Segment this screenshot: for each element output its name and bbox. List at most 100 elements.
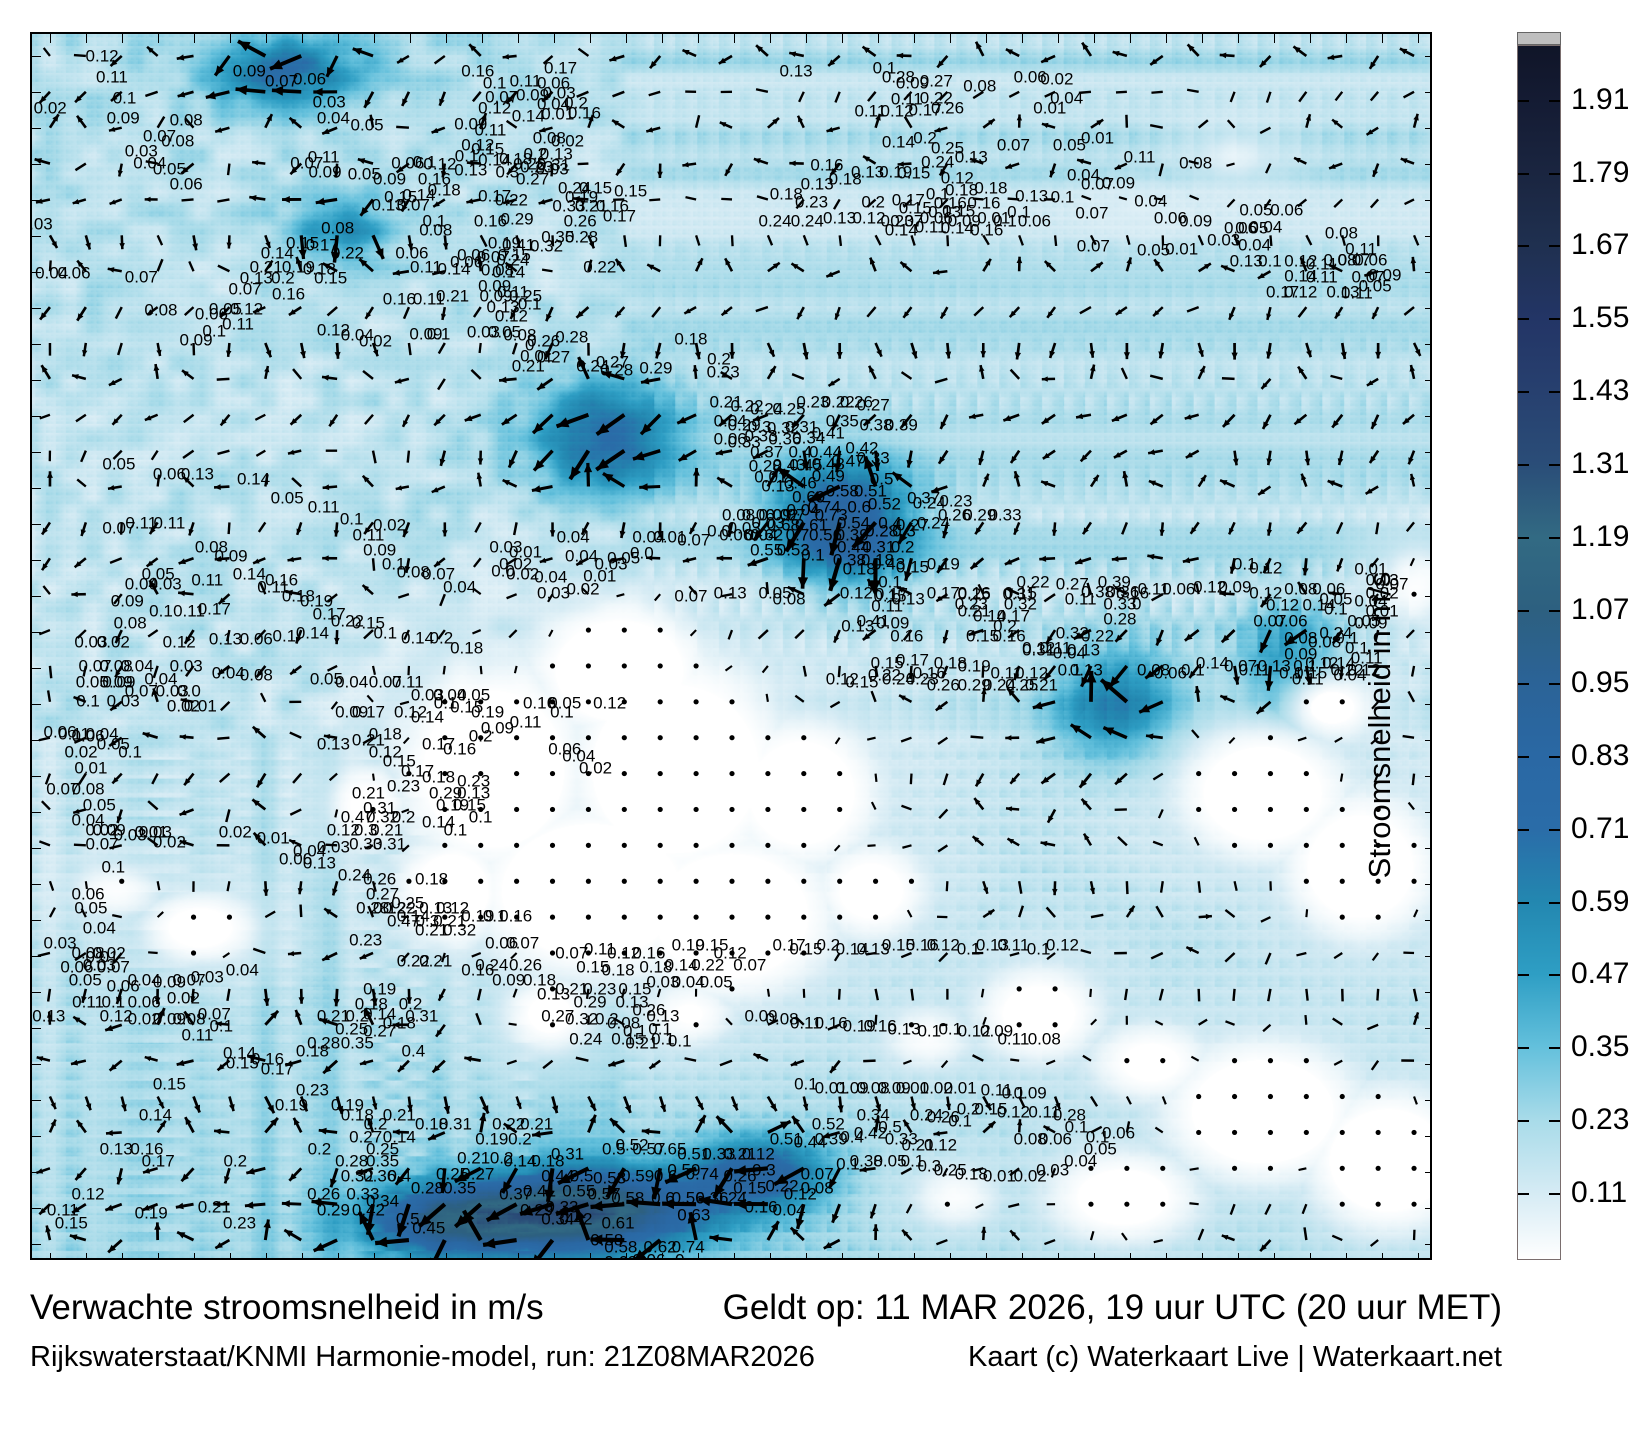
- colorbar-tick-label: 0.95: [1571, 665, 1630, 699]
- current-arrow-shaft: [184, 117, 195, 129]
- axis-tick-horizontal: [518, 1253, 519, 1258]
- speed-value-label: 0.11: [391, 672, 424, 692]
- current-arrow-head: [1257, 272, 1265, 279]
- current-arrow-head: [725, 169, 731, 176]
- speed-value-label: 0.26: [926, 675, 960, 695]
- speed-value-label: 0.07: [1075, 203, 1109, 223]
- speed-value-label: 0.12: [996, 1102, 1030, 1122]
- axis-tick-horizontal: [842, 1253, 843, 1258]
- axis-tick-horizontal: [1238, 34, 1239, 43]
- axis-tick-vertical: [1425, 596, 1430, 597]
- current-arrow-head: [360, 206, 369, 216]
- current-arrow-shaft: [866, 198, 877, 208]
- axis-tick-vertical: [1425, 1208, 1430, 1209]
- speed-value-label: 0.08: [239, 665, 273, 685]
- current-arrow-head: [753, 158, 761, 164]
- colorbar-tick-right: [1549, 974, 1560, 977]
- axis-tick-horizontal: [554, 1253, 555, 1258]
- colorbar-tick-right: [1549, 1193, 1560, 1196]
- current-arrow-head: [1096, 119, 1104, 126]
- axis-tick-vertical: [32, 848, 41, 849]
- axis-tick-horizontal: [1418, 1253, 1419, 1258]
- speed-value-label: 0.11: [1064, 589, 1097, 609]
- figure-title: Verwachte stroomsnelheid in m/s: [30, 1288, 544, 1327]
- speed-value-label: 0.21: [957, 601, 991, 621]
- axis-tick-horizontal: [482, 1253, 483, 1258]
- current-arrow-head: [289, 117, 297, 125]
- speed-value-label: 0.09: [232, 61, 266, 81]
- current-arrow-head: [1047, 311, 1053, 318]
- speed-value-label: 0.16: [992, 626, 1026, 646]
- axis-tick-horizontal: [698, 34, 699, 43]
- current-arrow-head: [797, 312, 803, 320]
- current-arrow-head: [480, 113, 487, 121]
- current-arrow-head: [1187, 44, 1195, 52]
- axis-tick-horizontal: [1058, 1253, 1059, 1258]
- speed-value-label: 0.22: [583, 257, 617, 277]
- speed-value-label: 0.27: [856, 395, 890, 415]
- current-arrow-shaft: [226, 163, 231, 176]
- current-arrow-shaft: [407, 342, 412, 356]
- current-arrow-shaft: [511, 342, 518, 355]
- current-arrow-shaft: [1186, 88, 1199, 93]
- speed-value-label: 0.1: [101, 857, 126, 877]
- model-run-text: Rijkswaterstaat/KNMI Harmonie-model, run…: [30, 1341, 815, 1373]
- current-arrow-head: [1372, 312, 1378, 319]
- axis-tick-horizontal: [446, 1253, 447, 1258]
- speed-value-label: 0.26: [363, 869, 397, 889]
- axis-tick-horizontal: [770, 34, 771, 43]
- colorbar-tick-left: [1518, 99, 1529, 102]
- speed-value-label: 0.09: [179, 330, 213, 350]
- current-arrow-shaft: [156, 115, 166, 129]
- axis-tick-horizontal: [1094, 1253, 1095, 1258]
- speed-value-label: 0.18: [522, 970, 557, 990]
- current-arrow-head: [900, 262, 908, 269]
- speed-value-label: 0.23: [386, 776, 421, 796]
- speed-value-label: 0.13: [841, 616, 875, 636]
- speed-value-label: 0.29: [500, 209, 534, 229]
- axis-tick-horizontal: [626, 1253, 627, 1258]
- valid-time-text: Geldt op: 11 MAR 2026, 19 uur UTC (20 uu…: [722, 1288, 1502, 1327]
- speed-value-label: 0.1: [667, 1031, 692, 1051]
- axis-tick-vertical: [32, 272, 41, 273]
- speed-value-label: 0.09: [492, 970, 526, 990]
- current-arrow-head: [862, 46, 870, 54]
- current-arrow-head: [647, 264, 655, 270]
- speed-value-label: 0.52: [867, 494, 901, 514]
- current-arrow-head: [802, 351, 809, 360]
- current-arrow-head: [911, 350, 918, 359]
- current-arrow-shaft: [1089, 234, 1097, 246]
- colorbar[interactable]: 0.11 0.23 0.35 0.47 0.59 0.71 0.83 0.95 1.07 1.19…: [1517, 32, 1629, 1260]
- current-arrow-head: [1126, 257, 1132, 265]
- speed-value-label: 0.01: [74, 758, 108, 778]
- colorbar-tick-label: 0.71: [1571, 811, 1630, 845]
- current-arrow-shaft: [1079, 306, 1092, 315]
- speed-value-label: 0.58: [590, 1230, 624, 1250]
- axis-tick-vertical: [1425, 848, 1430, 849]
- axis-tick-vertical: [32, 308, 41, 309]
- current-arrow-head: [985, 258, 991, 266]
- speed-value-label: 0.0: [177, 681, 201, 701]
- current-arrow-head: [365, 312, 372, 319]
- colorbar-tick-left: [1518, 682, 1529, 685]
- current-arrow-head: [718, 57, 727, 64]
- current-speed-map[interactable]: 0.12 0.11 0.1 0.09 0.02 0.08 0.09 0.07 0.06 0.03 0…: [30, 32, 1432, 1260]
- current-arrow-shaft: [1158, 163, 1164, 177]
- speed-value-label: 0.02: [96, 632, 130, 652]
- current-arrow-shaft: [1186, 305, 1200, 313]
- current-arrow-shaft: [623, 235, 628, 248]
- speed-value-label: 0.11: [997, 935, 1030, 955]
- current-arrow-head: [697, 258, 703, 266]
- speed-value-label: 0.21: [1024, 675, 1058, 695]
- current-arrow-head: [252, 160, 259, 166]
- current-arrow-shaft: [1151, 90, 1163, 94]
- current-arrow-shaft: [1197, 234, 1204, 246]
- current-arrow-shaft: [396, 125, 410, 129]
- colorbar-tick-label: 1.91: [1571, 82, 1630, 116]
- speed-value-label: 0.31: [405, 1006, 439, 1026]
- current-arrow-head: [588, 241, 595, 249]
- speed-value-label: 0.1: [468, 807, 493, 827]
- current-arrow-head: [249, 195, 257, 202]
- current-arrow-head: [322, 128, 330, 135]
- speed-value-label: 0.11: [191, 570, 224, 590]
